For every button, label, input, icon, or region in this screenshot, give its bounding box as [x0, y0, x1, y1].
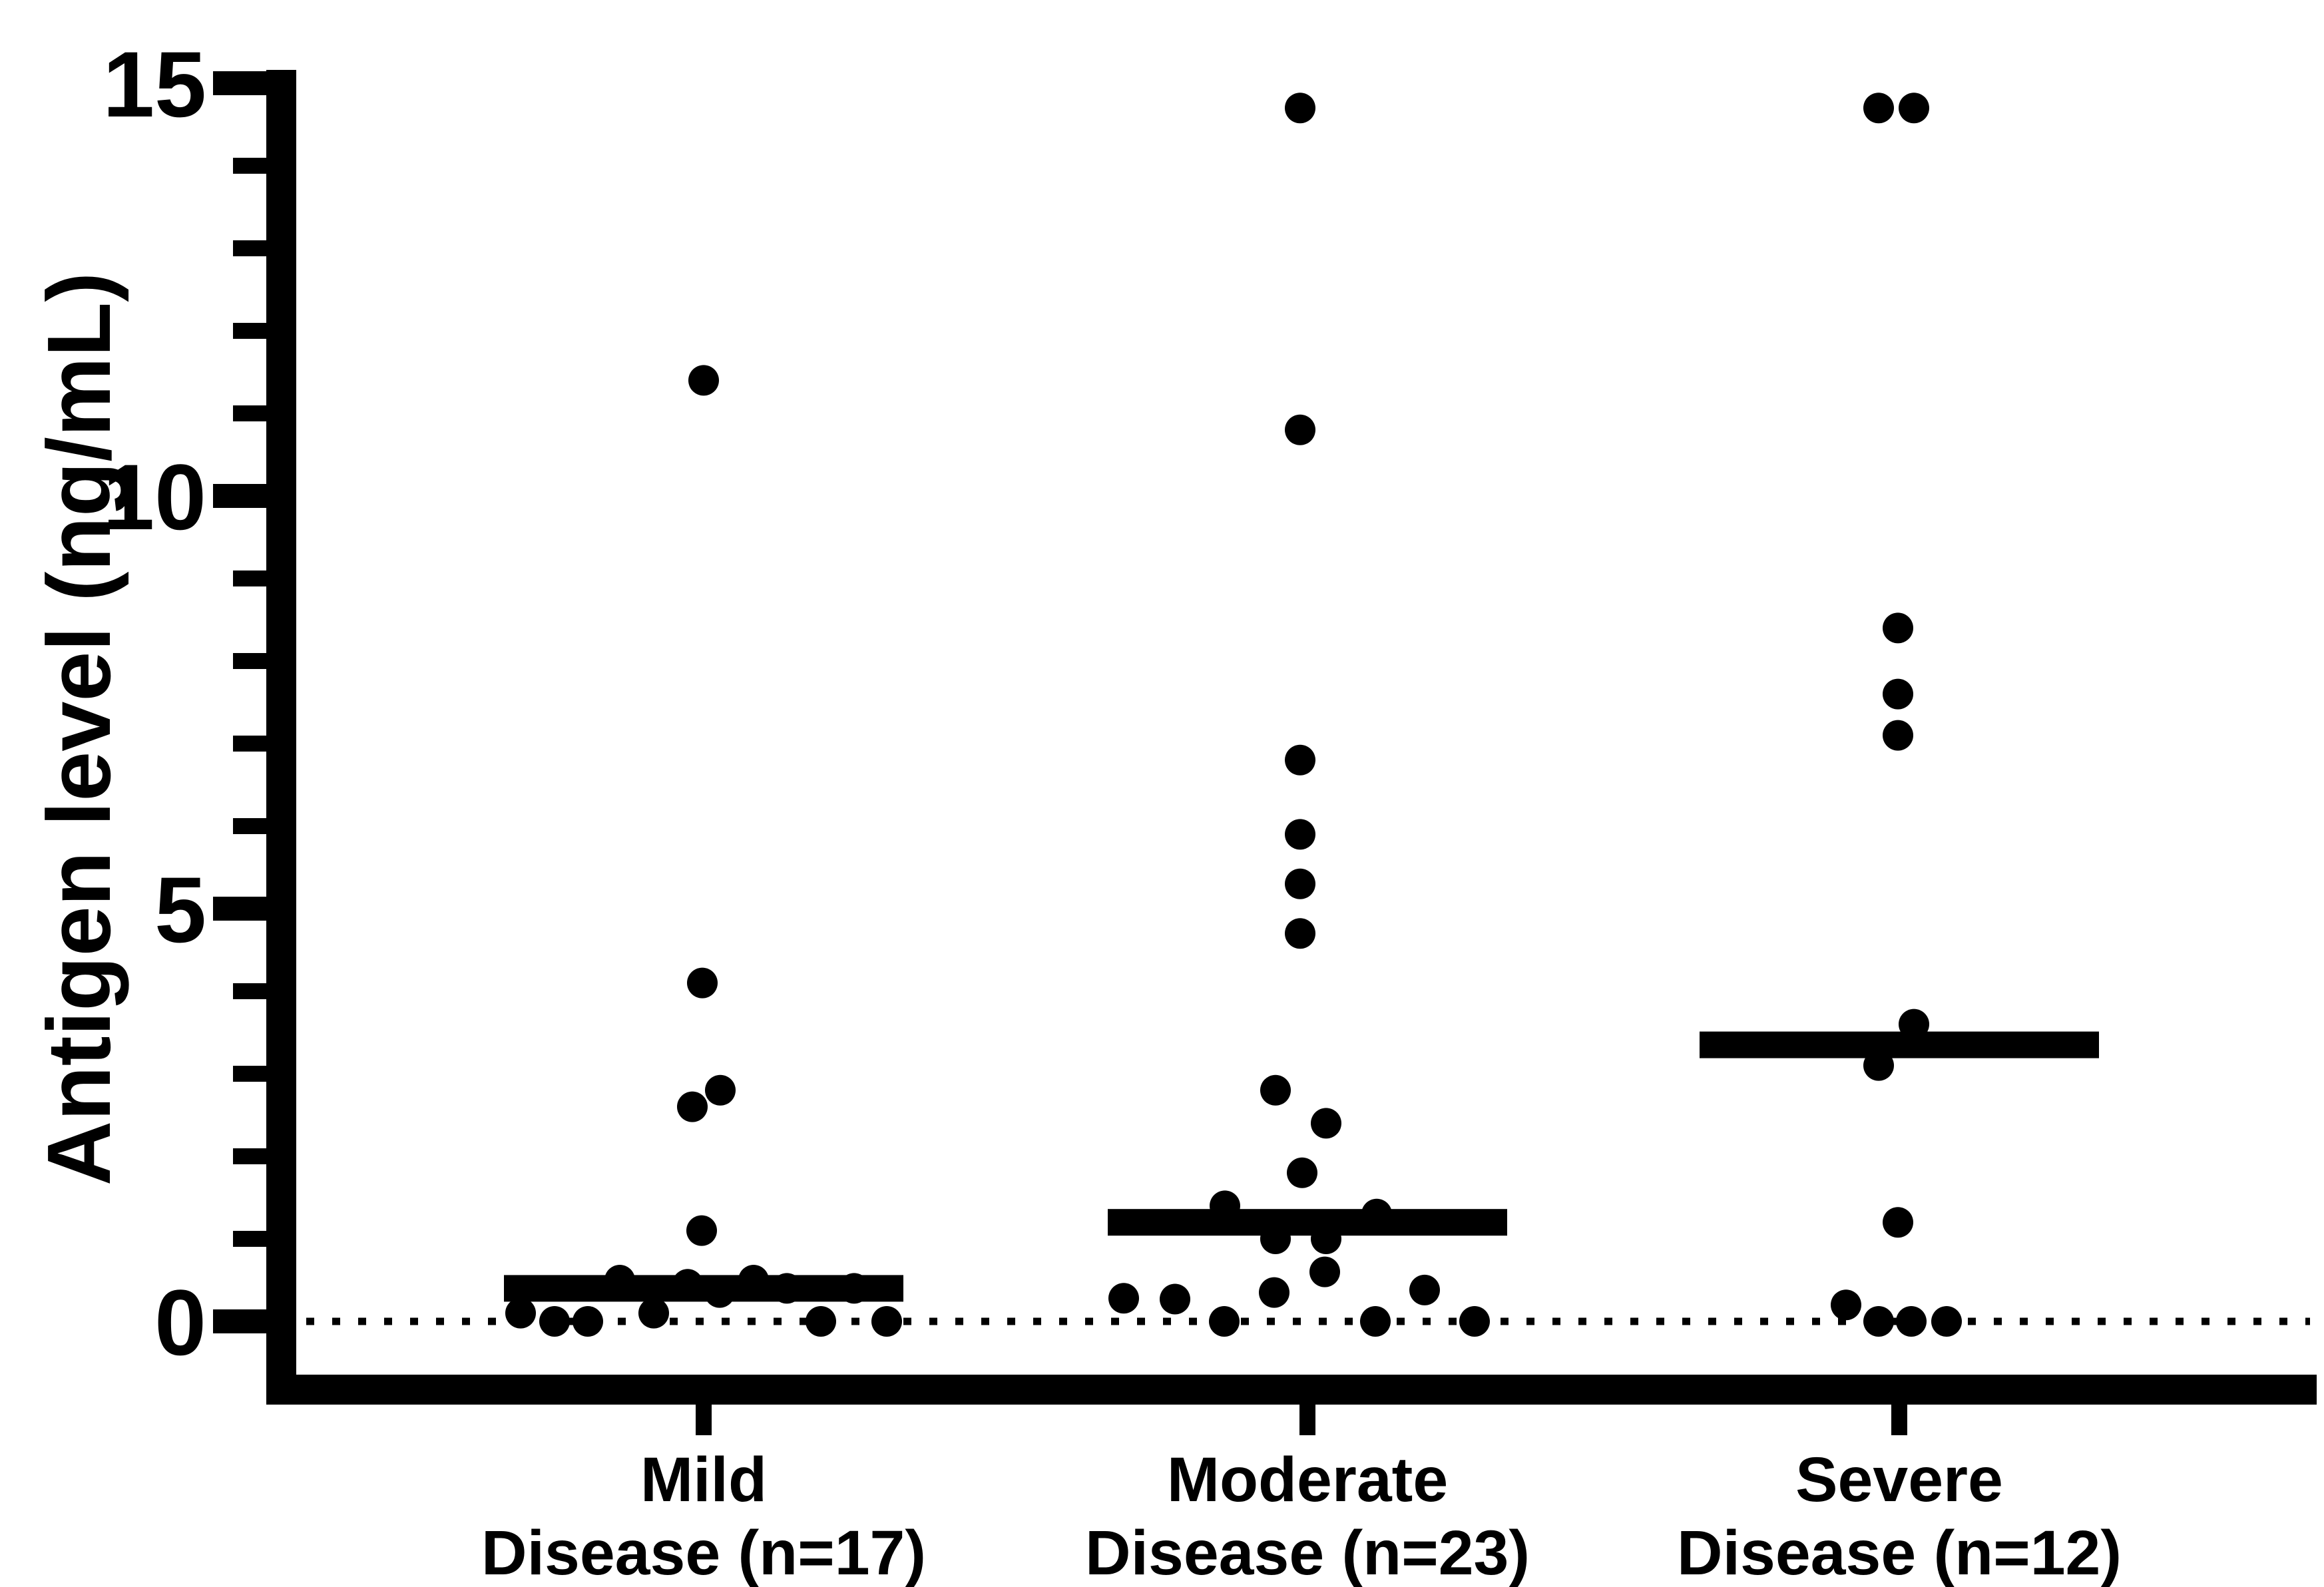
data-point-dot [1883, 1207, 1913, 1238]
data-point-dot [604, 1265, 635, 1295]
x-group-label-line1: Moderate [1167, 1445, 1448, 1515]
data-point-dot [1896, 1306, 1927, 1337]
data-point-dot [1311, 1108, 1341, 1139]
data-point-dot [1409, 1274, 1440, 1305]
y-minor-tick [233, 240, 266, 256]
y-axis-line [266, 70, 296, 1405]
data-point-dot [686, 1215, 717, 1246]
data-point-dot [1309, 1256, 1340, 1287]
data-point-dot [1899, 1009, 1929, 1040]
median-bar [504, 1275, 903, 1302]
data-point-dot [806, 1306, 836, 1337]
data-point-dot [1260, 1074, 1291, 1106]
data-point-dot [1160, 1283, 1190, 1315]
y-tick-label: 15 [103, 32, 206, 136]
y-minor-tick [233, 983, 266, 999]
data-point-dot [687, 967, 718, 999]
data-point-dot [1210, 1190, 1240, 1222]
y-major-tick [213, 484, 266, 508]
y-major-tick [213, 897, 266, 921]
data-point-dot [688, 365, 719, 396]
y-minor-tick [233, 158, 266, 174]
x-group-tick [1891, 1405, 1907, 1435]
data-point-dot [573, 1306, 603, 1337]
x-group-label-line2: Disease (n=23) [1085, 1518, 1530, 1587]
x-group-tick [696, 1405, 712, 1435]
data-point-dot [1883, 678, 1913, 710]
data-point-dot [505, 1297, 536, 1329]
y-minor-tick [233, 323, 266, 339]
data-point-dot [1863, 1050, 1894, 1081]
data-point-dot [1931, 1306, 1962, 1337]
data-point-dot [704, 1277, 735, 1308]
data-point-dot [1287, 1157, 1317, 1188]
data-point-dot [1361, 1198, 1392, 1230]
data-point-dot [705, 1074, 736, 1106]
data-point-dot [1863, 93, 1894, 124]
data-point-dot [677, 1091, 708, 1122]
y-minor-tick [233, 1066, 266, 1082]
data-point-dot [539, 1306, 570, 1337]
data-point-dot [1285, 868, 1315, 899]
data-point-dot [1285, 918, 1315, 949]
data-point-dot [672, 1269, 703, 1300]
data-point-dot [1831, 1289, 1861, 1321]
y-minor-tick [233, 570, 266, 586]
y-axis-title: Antigen level (ng/mL) [29, 272, 129, 1186]
data-point-dot [1285, 414, 1315, 445]
y-minor-tick [233, 405, 266, 421]
data-point-dot [1260, 1224, 1291, 1254]
data-point-dot [772, 1273, 802, 1304]
y-minor-tick [233, 1231, 266, 1247]
median-bar [1700, 1031, 2099, 1058]
data-point-dot [1459, 1306, 1490, 1337]
y-tick-label: 0 [154, 1270, 206, 1375]
y-minor-tick [233, 818, 266, 834]
y-major-tick [213, 1309, 266, 1333]
median-bar [1108, 1209, 1507, 1236]
y-minor-tick [233, 653, 266, 669]
x-group-label-line2: Disease (n=12) [1677, 1518, 2122, 1587]
data-point-dot [1209, 1306, 1240, 1337]
data-point-dot [1311, 1224, 1341, 1254]
x-group-tick [1299, 1405, 1315, 1435]
data-point-dot [1285, 819, 1315, 850]
data-point-dot [1285, 744, 1315, 776]
x-group-label-line2: Disease (n=17) [481, 1518, 926, 1587]
data-point-dot [1863, 1306, 1894, 1337]
data-point-dot [871, 1306, 902, 1337]
data-point-dot [1360, 1306, 1391, 1337]
y-major-tick [213, 71, 266, 95]
data-point-dot [1108, 1283, 1139, 1314]
y-tick-label: 5 [154, 857, 206, 962]
y-minor-tick [233, 736, 266, 752]
data-point-dot [1899, 93, 1929, 124]
data-point-dot [1285, 93, 1315, 124]
x-group-label-line1: Mild [640, 1445, 767, 1515]
x-group-label-line1: Severe [1795, 1445, 2003, 1515]
data-point-dot [638, 1297, 669, 1329]
x-axis-line [266, 1375, 2317, 1405]
data-point-dot [1259, 1277, 1289, 1308]
data-point-dot [738, 1265, 769, 1295]
y-tick-label: 10 [103, 445, 206, 549]
data-point-dot [1883, 720, 1913, 751]
data-point-dot [1883, 612, 1913, 644]
y-minor-tick [233, 1148, 266, 1164]
data-point-dot [839, 1273, 869, 1304]
